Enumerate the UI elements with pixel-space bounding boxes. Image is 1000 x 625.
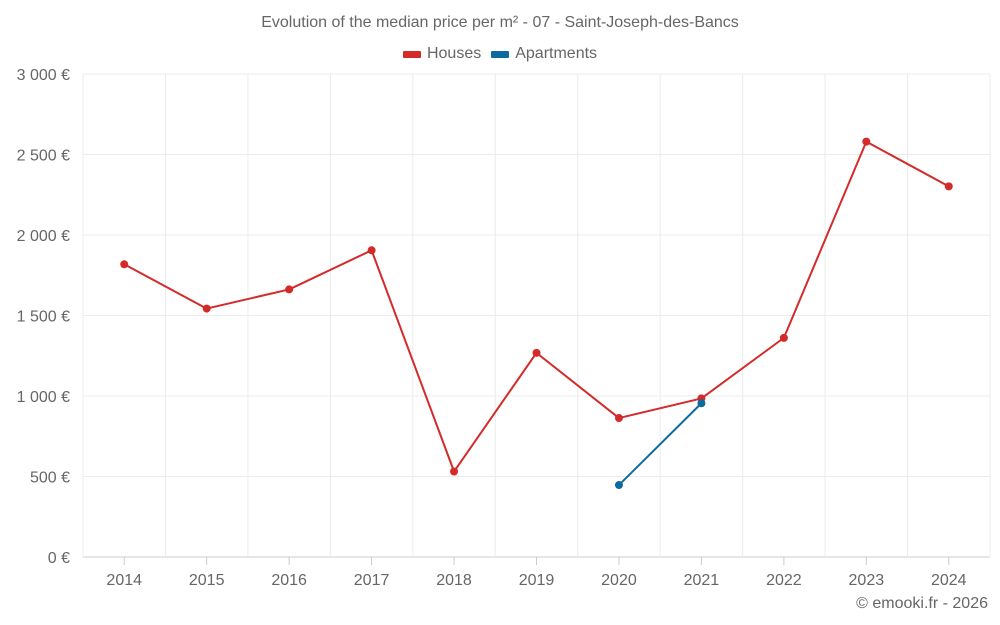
x-tick-label: 2014 bbox=[106, 572, 142, 589]
series-line-apartments bbox=[618, 402, 703, 486]
series-layer bbox=[120, 137, 953, 490]
y-tick-label: 3 000 € bbox=[17, 67, 70, 84]
data-point-houses-2023[interactable] bbox=[862, 137, 871, 146]
y-tick-label: 1 500 € bbox=[17, 309, 70, 326]
legend-label-houses: Houses bbox=[426, 45, 482, 62]
chart-title: Evolution of the median price per m² - 0… bbox=[261, 14, 739, 31]
legend-item-apartments[interactable]: Apartments bbox=[491, 45, 597, 63]
x-tick-label: 2020 bbox=[601, 572, 637, 589]
grid-lines bbox=[82, 73, 991, 558]
y-tick-label: 1 000 € bbox=[17, 389, 70, 406]
x-tick-label: 2023 bbox=[849, 572, 885, 589]
legend-item-houses[interactable]: Houses bbox=[402, 45, 482, 63]
data-point-houses-2024[interactable] bbox=[944, 182, 953, 191]
y-axis: 0 € 500 € 1 000 € 1 500 € 2 000 € 2 500 € 3 00… bbox=[17, 67, 70, 567]
y-tick-label: 500 € bbox=[30, 470, 70, 487]
data-point-houses-2014[interactable] bbox=[120, 260, 129, 269]
legend-swatch-apartments bbox=[491, 50, 510, 58]
y-tick-label: 2 000 € bbox=[17, 228, 70, 245]
y-tick-label: 0 € bbox=[48, 550, 70, 567]
x-axis: 2014 2015 2016 2017 2018 2019 2020 2021 2022 2023… bbox=[106, 557, 967, 589]
x-tick-label: 2016 bbox=[271, 572, 307, 589]
data-point-houses-2015[interactable] bbox=[202, 304, 211, 313]
legend-label-apartments: Apartments bbox=[515, 45, 598, 62]
x-tick-label: 2017 bbox=[354, 572, 390, 589]
legend-swatch-houses bbox=[402, 50, 421, 58]
x-tick-label: 2019 bbox=[519, 572, 555, 589]
data-point-apartments-2020[interactable] bbox=[614, 481, 623, 490]
credit-text: © emooki.fr - 2026 bbox=[856, 595, 988, 612]
data-point-houses-2022[interactable] bbox=[779, 333, 788, 342]
chart-legend: Houses Apartments bbox=[0, 45, 1000, 63]
x-tick-label: 2024 bbox=[931, 572, 967, 589]
data-point-houses-2018[interactable] bbox=[450, 467, 459, 476]
x-tick-label: 2022 bbox=[766, 572, 802, 589]
x-tick-label: 2018 bbox=[436, 572, 472, 589]
data-point-houses-2020[interactable] bbox=[614, 414, 623, 423]
data-point-houses-2016[interactable] bbox=[285, 285, 294, 294]
data-point-houses-2017[interactable] bbox=[367, 246, 376, 255]
x-tick-label: 2021 bbox=[684, 572, 720, 589]
y-tick-label: 2 500 € bbox=[17, 148, 70, 165]
data-point-apartments-2021[interactable] bbox=[697, 399, 706, 408]
data-point-houses-2019[interactable] bbox=[532, 348, 541, 357]
x-tick-label: 2015 bbox=[189, 572, 225, 589]
